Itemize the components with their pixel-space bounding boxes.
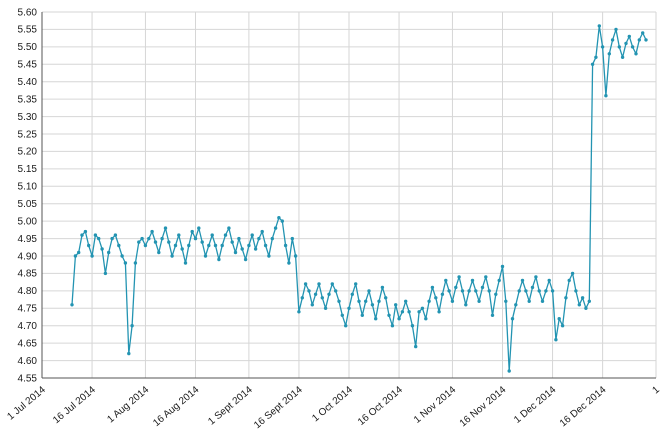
svg-text:1 Dec 2014: 1 Dec 2014: [512, 384, 559, 426]
svg-text:5.50: 5.50: [18, 42, 38, 53]
svg-text:4.70: 4.70: [18, 321, 38, 332]
svg-text:4.65: 4.65: [18, 338, 38, 349]
svg-text:16 Dec 2014: 16 Dec 2014: [558, 384, 609, 429]
svg-text:5.05: 5.05: [18, 199, 38, 210]
svg-text:5.40: 5.40: [18, 77, 38, 88]
y-axis-labels: 4.55 4.60 4.65 4.70 4.75 4.80 4.85 4.90 4.95 5.00…: [18, 7, 38, 384]
svg-text:4.80: 4.80: [18, 286, 38, 297]
svg-text:16 Nov 2014: 16 Nov 2014: [458, 384, 509, 429]
x-axis-labels: 1 Jul 2014 16 Jul 2014 1 Aug 2014 16 Aug 20…: [5, 384, 662, 431]
svg-text:4.60: 4.60: [18, 356, 38, 367]
svg-text:5.55: 5.55: [18, 25, 38, 36]
svg-text:1 Aug 2014: 1 Aug 2014: [105, 384, 151, 425]
svg-text:1: 1: [650, 384, 662, 396]
gridlines: [41, 11, 657, 379]
svg-text:5.15: 5.15: [18, 164, 38, 175]
svg-text:1 Sept 2014: 1 Sept 2014: [206, 384, 255, 427]
svg-text:4.90: 4.90: [18, 251, 38, 262]
svg-text:5.45: 5.45: [18, 60, 38, 71]
svg-text:5.10: 5.10: [18, 182, 38, 193]
svg-text:4.85: 4.85: [18, 269, 38, 280]
svg-text:16 Jul 2014: 16 Jul 2014: [51, 384, 98, 426]
svg-text:4.75: 4.75: [18, 304, 38, 315]
svg-text:5.60: 5.60: [18, 7, 38, 18]
svg-text:4.95: 4.95: [18, 234, 38, 245]
svg-text:4.55: 4.55: [18, 373, 38, 384]
svg-text:1 Oct 2014: 1 Oct 2014: [310, 384, 355, 424]
svg-text:5.25: 5.25: [18, 129, 38, 140]
svg-text:1 Jul 2014: 1 Jul 2014: [5, 384, 48, 422]
series-markers: [70, 24, 648, 373]
axes: [41, 12, 656, 379]
svg-text:5.35: 5.35: [18, 94, 38, 105]
svg-text:5.30: 5.30: [18, 112, 38, 123]
svg-text:16 Aug 2014: 16 Aug 2014: [151, 384, 201, 429]
svg-text:5.00: 5.00: [18, 216, 38, 227]
svg-text:16 Oct 2014: 16 Oct 2014: [356, 384, 405, 428]
svg-text:16 Sept 2014: 16 Sept 2014: [252, 384, 305, 431]
svg-text:1 Nov 2014: 1 Nov 2014: [412, 384, 459, 426]
svg-text:5.20: 5.20: [18, 147, 38, 158]
